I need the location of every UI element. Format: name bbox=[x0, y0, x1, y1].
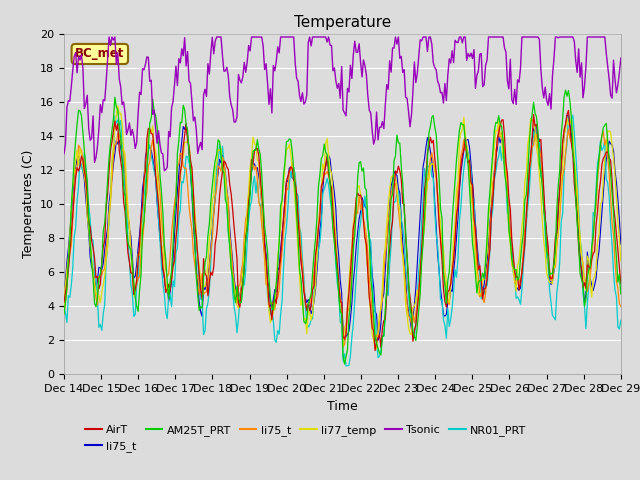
Title: Temperature: Temperature bbox=[294, 15, 391, 30]
X-axis label: Time: Time bbox=[327, 400, 358, 413]
Text: BC_met: BC_met bbox=[75, 48, 125, 60]
Legend: AirT, li75_t, AM25T_PRT, li75_t, li77_temp, Tsonic, NR01_PRT: AirT, li75_t, AM25T_PRT, li75_t, li77_te… bbox=[81, 421, 531, 456]
Y-axis label: Temperatures (C): Temperatures (C) bbox=[22, 150, 35, 258]
